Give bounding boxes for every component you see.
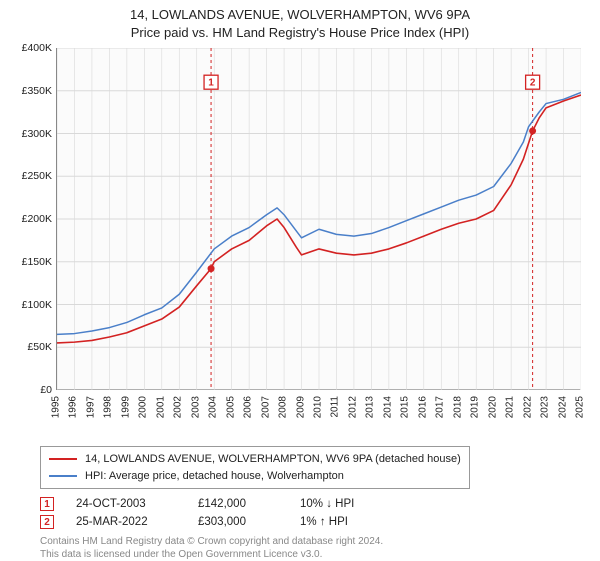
y-axis-labels: £0£50K£100K£150K£200K£250K£300K£350K£400… <box>10 48 54 390</box>
legend-item: 14, LOWLANDS AVENUE, WOLVERHAMPTON, WV6 … <box>49 451 461 468</box>
event-marker: 2 <box>40 515 54 529</box>
x-tick-label: 2008 <box>278 396 289 418</box>
y-tick-label: £300K <box>22 128 52 140</box>
chart-container: 14, LOWLANDS AVENUE, WOLVERHAMPTON, WV6 … <box>0 0 600 560</box>
legend-swatch <box>49 475 77 477</box>
x-tick-label: 2002 <box>173 396 184 418</box>
event-row: 1 24-OCT-2003 £142,000 10% ↓ HPI <box>40 497 560 511</box>
svg-text:2: 2 <box>530 78 536 89</box>
x-tick-label: 1995 <box>51 396 62 418</box>
legend-label: HPI: Average price, detached house, Wolv… <box>85 468 344 485</box>
x-tick-label: 1996 <box>68 396 79 418</box>
x-tick-label: 2007 <box>260 396 271 418</box>
legend-swatch <box>49 458 77 460</box>
event-price: £142,000 <box>198 498 278 510</box>
x-tick-label: 2022 <box>522 396 533 418</box>
x-tick-label: 1997 <box>85 396 96 418</box>
x-tick-label: 2021 <box>505 396 516 418</box>
event-date: 24-OCT-2003 <box>76 498 176 510</box>
x-tick-label: 2009 <box>295 396 306 418</box>
x-axis-labels: 1995199619971998199920002001200220032004… <box>56 394 580 424</box>
event-marker: 1 <box>40 497 54 511</box>
event-row: 2 25-MAR-2022 £303,000 1% ↑ HPI <box>40 515 560 529</box>
legend-label: 14, LOWLANDS AVENUE, WOLVERHAMPTON, WV6 … <box>85 451 461 468</box>
x-tick-label: 2018 <box>452 396 463 418</box>
x-tick-label: 2015 <box>400 396 411 418</box>
footer-block: 14, LOWLANDS AVENUE, WOLVERHAMPTON, WV6 … <box>40 446 560 561</box>
event-diff: 1% ↑ HPI <box>300 516 348 528</box>
x-tick-label: 2000 <box>138 396 149 418</box>
title-line-2: Price paid vs. HM Land Registry's House … <box>0 24 600 42</box>
x-tick-label: 2014 <box>382 396 393 418</box>
y-tick-label: £0 <box>40 384 52 396</box>
legend-box: 14, LOWLANDS AVENUE, WOLVERHAMPTON, WV6 … <box>40 446 470 489</box>
x-tick-label: 2010 <box>313 396 324 418</box>
chart-area: £0£50K£100K£150K£200K£250K£300K£350K£400… <box>10 48 590 416</box>
x-tick-label: 2005 <box>225 396 236 418</box>
y-tick-label: £150K <box>22 256 52 268</box>
attribution-line-1: Contains HM Land Registry data © Crown c… <box>40 535 560 548</box>
x-tick-label: 2017 <box>435 396 446 418</box>
y-tick-label: £50K <box>27 341 52 353</box>
y-tick-label: £350K <box>22 85 52 97</box>
attribution: Contains HM Land Registry data © Crown c… <box>40 535 560 561</box>
x-tick-label: 2006 <box>243 396 254 418</box>
x-tick-label: 2023 <box>540 396 551 418</box>
x-tick-label: 2003 <box>190 396 201 418</box>
event-date: 25-MAR-2022 <box>76 516 176 528</box>
event-diff: 10% ↓ HPI <box>300 498 354 510</box>
x-tick-label: 2012 <box>347 396 358 418</box>
y-tick-label: £200K <box>22 213 52 225</box>
x-tick-label: 2025 <box>575 396 586 418</box>
y-tick-label: £250K <box>22 170 52 182</box>
y-tick-label: £400K <box>22 42 52 54</box>
chart-svg: 12 <box>57 48 581 390</box>
x-tick-label: 2024 <box>557 396 568 418</box>
events-table: 1 24-OCT-2003 £142,000 10% ↓ HPI 2 25-MAR-202… <box>40 497 560 529</box>
x-tick-label: 2013 <box>365 396 376 418</box>
x-tick-label: 2020 <box>487 396 498 418</box>
title-block: 14, LOWLANDS AVENUE, WOLVERHAMPTON, WV6 … <box>0 0 600 42</box>
x-tick-label: 1999 <box>120 396 131 418</box>
plot-area: 12 <box>56 48 580 390</box>
title-line-1: 14, LOWLANDS AVENUE, WOLVERHAMPTON, WV6 … <box>0 6 600 24</box>
attribution-line-2: This data is licensed under the Open Gov… <box>40 548 560 561</box>
y-tick-label: £100K <box>22 299 52 311</box>
x-tick-label: 1998 <box>103 396 114 418</box>
x-tick-label: 2004 <box>208 396 219 418</box>
x-tick-label: 2016 <box>417 396 428 418</box>
x-tick-label: 2011 <box>330 396 341 418</box>
svg-text:1: 1 <box>208 78 214 89</box>
event-price: £303,000 <box>198 516 278 528</box>
x-tick-label: 2001 <box>155 396 166 418</box>
legend-item: HPI: Average price, detached house, Wolv… <box>49 468 461 485</box>
x-tick-label: 2019 <box>470 396 481 418</box>
